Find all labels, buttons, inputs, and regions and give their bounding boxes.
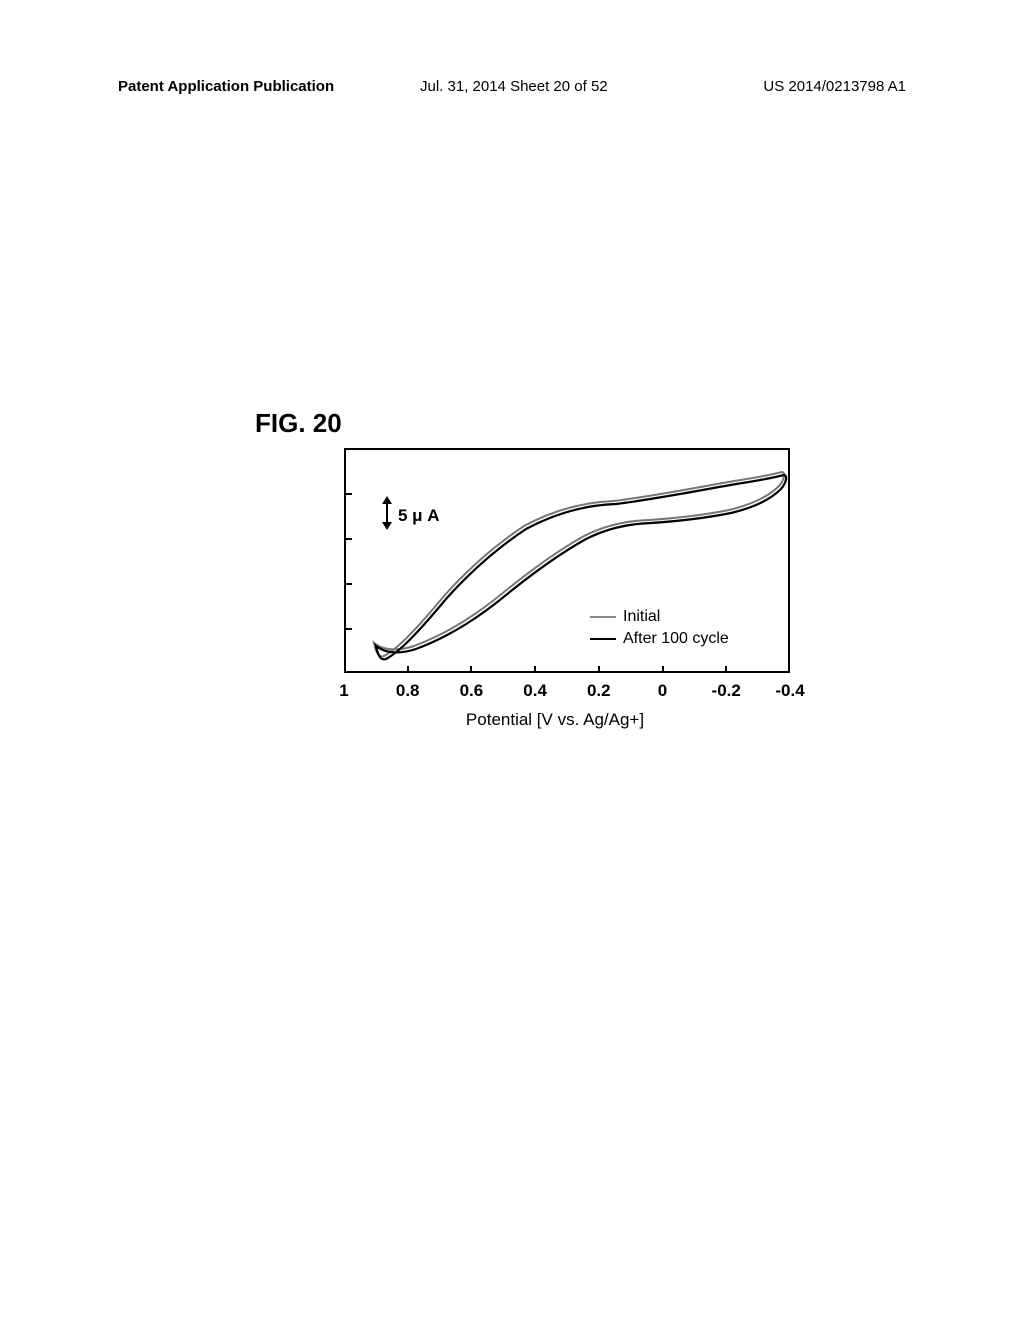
x-tick-label: 0 — [658, 681, 667, 701]
legend-label: Initial — [623, 608, 660, 626]
legend-line-initial — [590, 616, 616, 618]
y-tick-mark — [344, 538, 352, 540]
legend-line-after100 — [590, 638, 616, 640]
x-tick-label: -0.2 — [712, 681, 741, 701]
header-sheet-info: Jul. 31, 2014 Sheet 20 of 52 — [420, 78, 608, 95]
x-axis-title: Potential [V vs. Ag/Ag+] — [466, 710, 644, 730]
x-tick-label: 0.6 — [460, 681, 484, 701]
x-tick-label: 0.8 — [396, 681, 420, 701]
y-tick-mark — [344, 583, 352, 585]
header-doc-number: US 2014/0213798 A1 — [763, 78, 906, 95]
x-tick-label: 0.2 — [587, 681, 611, 701]
x-tick-label: 1 — [339, 681, 348, 701]
y-tick-mark — [344, 628, 352, 630]
x-tick-mark — [470, 666, 472, 673]
legend-item: After 100 cycle — [590, 630, 729, 648]
x-tick-label: -0.4 — [775, 681, 804, 701]
cv-chart: 5 μ A Initial After 100 cycle Potential … — [320, 448, 790, 708]
scale-arrow-icon — [380, 496, 394, 530]
x-tick-mark — [598, 666, 600, 673]
x-tick-mark — [407, 666, 409, 673]
y-tick-mark — [344, 493, 352, 495]
x-tick-mark — [662, 666, 664, 673]
legend-item: Initial — [590, 608, 729, 626]
header-publication: Patent Application Publication — [118, 78, 334, 95]
scale-label: 5 μ A — [398, 506, 440, 526]
chart-legend: Initial After 100 cycle — [590, 608, 729, 652]
legend-label: After 100 cycle — [623, 630, 729, 648]
figure-label: FIG. 20 — [255, 408, 342, 439]
x-tick-mark — [534, 666, 536, 673]
x-tick-mark — [725, 666, 727, 673]
x-tick-label: 0.4 — [523, 681, 547, 701]
